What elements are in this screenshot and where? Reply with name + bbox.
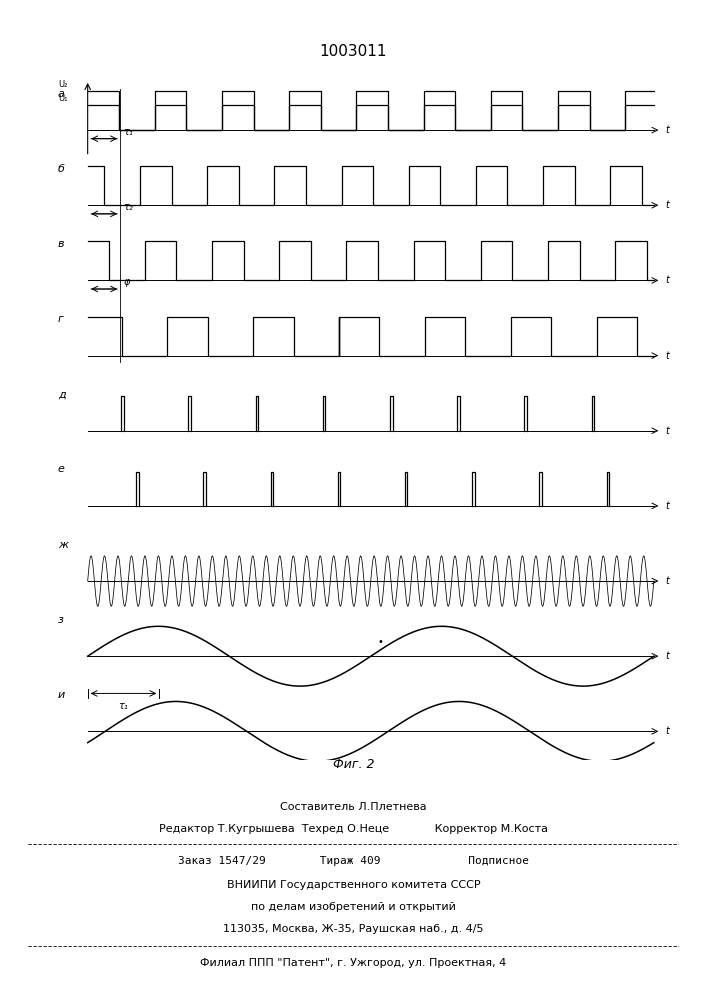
Text: Редактор Т.Кугрышева  Техред О.Неце             Корректор М.Коста: Редактор Т.Кугрышева Техред О.Неце Корре…	[159, 824, 548, 834]
Text: в: в	[58, 239, 64, 249]
Text: t: t	[665, 275, 669, 285]
Text: Фиг. 2: Фиг. 2	[333, 758, 374, 772]
Text: τ₂: τ₂	[123, 202, 133, 212]
Text: U₁: U₁	[58, 94, 67, 103]
Text: з: з	[58, 615, 64, 625]
Text: б: б	[58, 164, 64, 174]
Text: φ: φ	[123, 277, 129, 287]
Text: 1003011: 1003011	[320, 43, 387, 58]
Text: ж: ж	[58, 540, 68, 550]
Text: г: г	[58, 314, 64, 324]
Text: t: t	[665, 576, 669, 586]
Text: д: д	[58, 389, 66, 399]
Text: по делам изобретений и открытий: по делам изобретений и открытий	[251, 902, 456, 912]
Text: t: t	[665, 651, 669, 661]
Text: t: t	[665, 726, 669, 736]
Text: Филиал ППП "Патент", г. Ужгород, ул. Проектная, 4: Филиал ППП "Патент", г. Ужгород, ул. Про…	[200, 958, 507, 968]
Text: Составитель Л.Плетнева: Составитель Л.Плетнева	[280, 802, 427, 812]
Text: t: t	[665, 200, 669, 210]
Text: Заказ 1547/29        Тираж 409             Подписное: Заказ 1547/29 Тираж 409 Подписное	[178, 856, 529, 866]
Text: •: •	[377, 637, 383, 647]
Text: а: а	[58, 89, 64, 99]
Text: ВНИИПИ Государственного комитета СССР: ВНИИПИ Государственного комитета СССР	[227, 880, 480, 890]
Text: t: t	[665, 501, 669, 511]
Text: t: t	[665, 125, 669, 135]
Text: е: е	[58, 464, 64, 474]
Text: τ₁: τ₁	[119, 701, 128, 711]
Text: t: t	[665, 426, 669, 436]
Text: и: и	[58, 690, 65, 700]
Text: t: t	[665, 351, 669, 361]
Text: τ₁: τ₁	[123, 127, 133, 137]
Text: 113035, Москва, Ж-35, Раушская наб., д. 4/5: 113035, Москва, Ж-35, Раушская наб., д. …	[223, 924, 484, 934]
Text: U₂: U₂	[58, 80, 67, 89]
